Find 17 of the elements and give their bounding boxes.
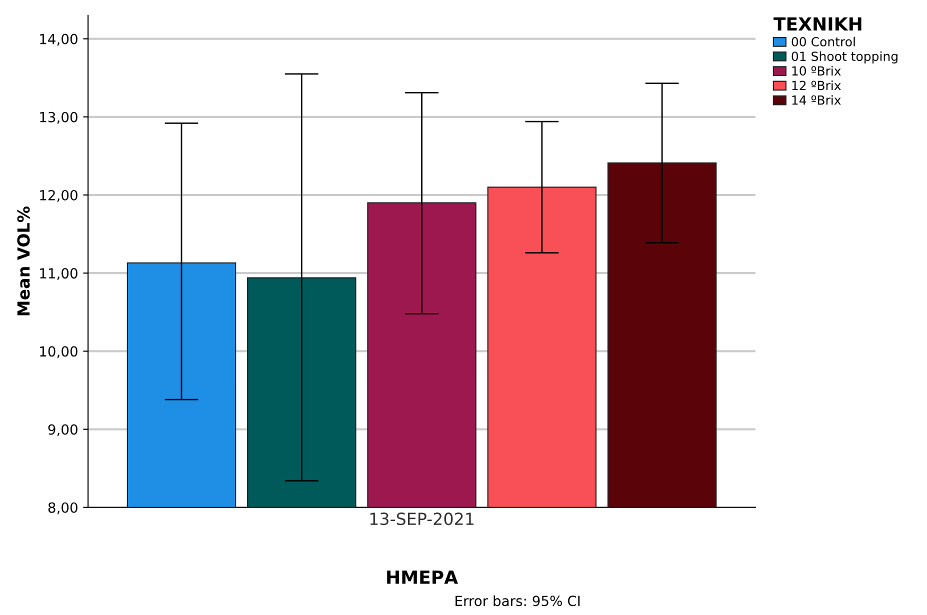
y-tick-label: 11,00 bbox=[40, 268, 78, 280]
x-tick-label: 13-SEP-2021 bbox=[370, 512, 474, 526]
legend-title: ΤΕΧΝΙΚΗ bbox=[774, 17, 862, 31]
y-tick-label: 10,00 bbox=[40, 346, 78, 358]
legend-label: 01 Shoot topping bbox=[792, 51, 898, 64]
legend-label: 14 ºBrix bbox=[792, 95, 841, 105]
y-tick-label: 8,00 bbox=[48, 502, 78, 514]
y-tick-label: 14,00 bbox=[40, 34, 78, 46]
y-tick-label: 9,00 bbox=[48, 424, 78, 436]
text: Error bars: 95% CI bbox=[456, 595, 580, 606]
legend-label: 12 ºBrix bbox=[792, 80, 841, 90]
legend-label: 10 ºBrix bbox=[792, 66, 841, 76]
legend-label: 00 Control bbox=[792, 36, 855, 46]
y-axis-title: Mean VOL% bbox=[17, 206, 30, 316]
x-axis-title: ΗΜΕΡΑ bbox=[387, 570, 458, 584]
y-tick-label: 12,00 bbox=[40, 190, 78, 202]
y-tick-label: 13,00 bbox=[40, 112, 78, 124]
